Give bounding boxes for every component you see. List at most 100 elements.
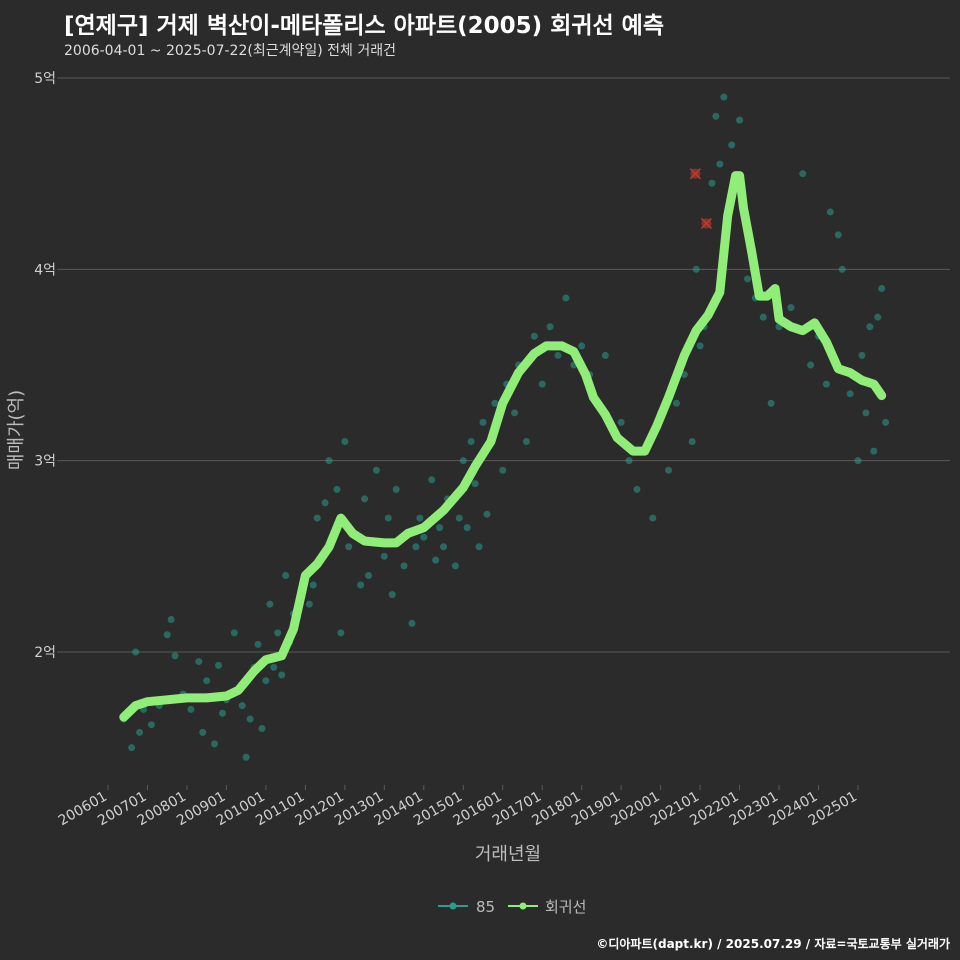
scatter-point <box>451 562 459 570</box>
scatter-point <box>459 457 467 465</box>
scatter-point <box>467 438 475 446</box>
scatter-point <box>846 390 854 398</box>
scatter-point <box>736 116 744 124</box>
scatter-point <box>238 702 246 710</box>
scatter-point <box>858 351 866 359</box>
grid-lines <box>62 77 950 653</box>
legend-item-regression[interactable]: 회귀선 <box>508 898 586 916</box>
scatter-point <box>499 466 507 474</box>
scatter-point <box>266 600 274 608</box>
chart-subtitle: 2006-04-01 ~ 2025-07-22(최근계약일) 전체 거래건 <box>64 43 396 59</box>
scatter-point <box>132 648 140 656</box>
scatter-point <box>878 284 886 292</box>
scatter-point <box>254 640 262 648</box>
scatter-point <box>822 380 830 388</box>
scatter-point <box>834 231 842 239</box>
scatter-point <box>862 409 870 417</box>
scatter-point <box>341 438 349 446</box>
scatter-point <box>171 652 179 660</box>
y-tick-label: 2억 <box>34 645 56 661</box>
scatter-point <box>384 514 392 522</box>
x-axis-label: 거래년월 <box>475 844 541 865</box>
scatter-point <box>218 709 226 717</box>
scatter-point <box>372 466 380 474</box>
scatter-point <box>854 457 862 465</box>
scatter-point <box>617 418 625 426</box>
legend-85-marker <box>449 902 457 910</box>
legend: 85 회귀선 <box>438 898 586 916</box>
scatter-point <box>187 705 195 713</box>
scatter-point <box>392 485 400 493</box>
scatter-point <box>807 361 815 369</box>
scatter-point <box>274 629 282 637</box>
scatter-point <box>720 93 728 101</box>
scatter-point <box>530 332 538 340</box>
scatter-point <box>787 304 795 312</box>
scatter-point <box>491 399 499 407</box>
scatter-point <box>282 571 290 579</box>
scatter-point <box>195 658 203 666</box>
scatter-point <box>554 351 562 359</box>
scatter-point <box>246 715 254 723</box>
scatter-point <box>475 543 483 551</box>
scatter-point <box>420 533 428 541</box>
scatter-point <box>337 629 345 637</box>
scatter-point <box>712 112 720 120</box>
scatter-point <box>455 514 463 522</box>
regression-line <box>119 171 887 722</box>
legend-item-85[interactable]: 85 <box>438 898 495 916</box>
source-footer: ©디아파트(dapt.kr) / 2025.07.29 / 자료=국토교통부 실… <box>596 937 950 951</box>
scatter-point <box>649 514 657 522</box>
scatter-point <box>309 581 317 589</box>
y-axis-ticks: 2억 3억 4억 5억 <box>34 71 62 661</box>
scatter-point <box>321 499 329 507</box>
scatter-point <box>688 438 696 446</box>
scatter-point <box>483 510 491 518</box>
scatter-point <box>230 629 238 637</box>
chart-title: [연제구] 거제 벽산이-메타폴리스 아파트(2005) 회귀선 예측 <box>64 13 665 39</box>
scatter-point <box>665 466 673 474</box>
scatter-point <box>305 600 313 608</box>
y-tick-label: 4억 <box>34 262 56 278</box>
scatter-point <box>716 160 724 168</box>
scatter-point <box>692 265 700 273</box>
outlier-cross <box>689 168 701 180</box>
scatter-point <box>357 581 365 589</box>
regression-series <box>119 171 887 722</box>
scatter-point <box>522 438 530 446</box>
scatter-point <box>463 524 471 532</box>
legend-regression-marker <box>519 902 527 910</box>
legend-regression-label: 회귀선 <box>545 898 586 916</box>
scatter-point <box>743 275 751 283</box>
scatter-point <box>625 457 633 465</box>
x-axis-ticks: 2006012007012008012009012010012011012012… <box>56 785 860 829</box>
scatter-point <box>211 740 219 748</box>
scatter-point <box>278 671 286 679</box>
scatter-point <box>874 313 882 321</box>
scatter-point <box>412 543 420 551</box>
outlier-markers <box>689 168 712 229</box>
scatter-point <box>432 556 440 564</box>
scatter-point <box>728 141 736 149</box>
scatter-point <box>471 480 479 488</box>
scatter-point <box>313 514 321 522</box>
scatter-point <box>866 323 874 331</box>
scatter-point <box>870 447 878 455</box>
scatter-point <box>759 313 767 321</box>
scatter-point <box>511 409 519 417</box>
scatter-point <box>215 661 223 669</box>
scatter-point <box>440 543 448 551</box>
scatter-point <box>361 495 369 503</box>
scatter-point <box>578 342 586 350</box>
scatter-point <box>799 170 807 178</box>
scatter-point <box>262 677 270 685</box>
legend-85-label: 85 <box>476 898 495 916</box>
y-tick-label: 5억 <box>34 71 56 87</box>
y-axis-label: 매매가(억) <box>6 390 27 470</box>
scatter-point <box>380 552 388 560</box>
scatter-point <box>345 543 353 551</box>
scatter-point <box>672 399 680 407</box>
y-tick-label: 3억 <box>34 454 56 470</box>
scatter-point <box>242 753 250 761</box>
